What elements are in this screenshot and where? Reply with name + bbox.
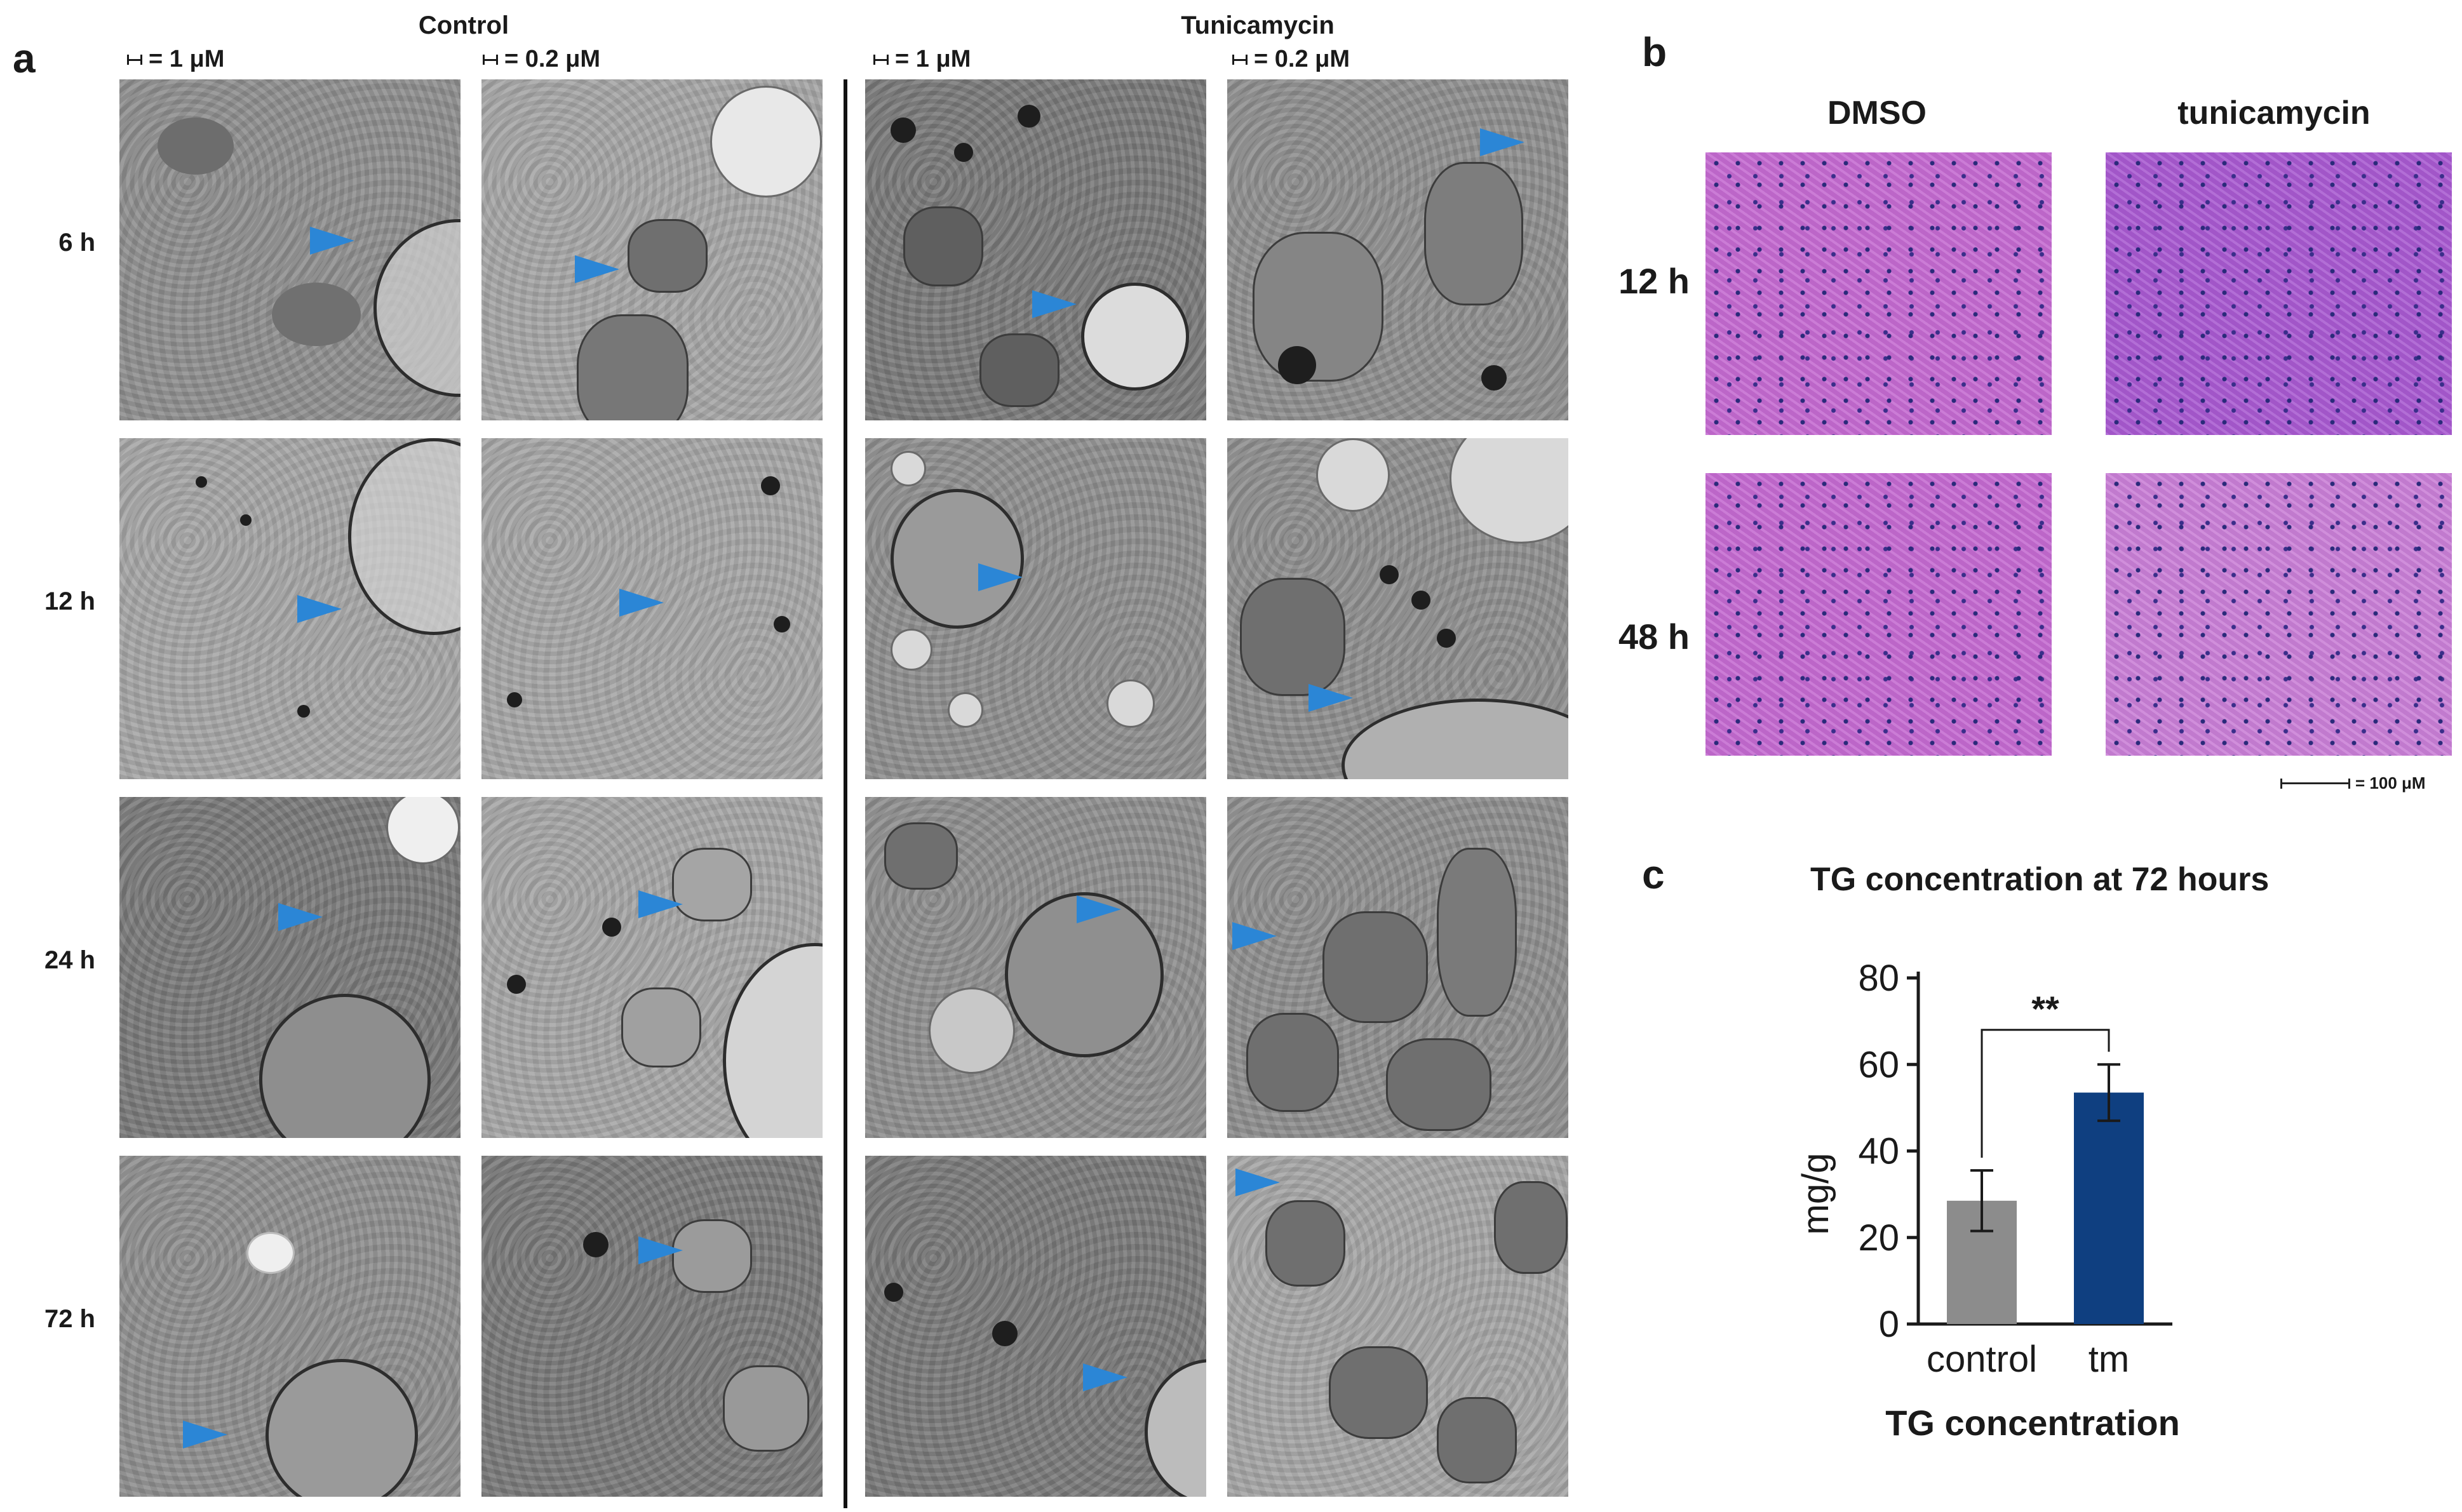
tunicamycin-group-title: Tunicamycin [1181,11,1335,39]
y-tick-label: 80 [1858,958,1899,999]
arrow-marker-icon [310,227,354,255]
scale-bar-icon [873,54,889,65]
scale-bar-icon [127,54,142,65]
em-tm-1um-24h [865,797,1206,1138]
arrow-marker-icon [619,589,664,617]
scale-bar-icon [2280,778,2350,789]
scale-note-1um-tm: = 1 μM [873,46,971,73]
arrow-marker-icon [575,255,619,283]
row-label-6h: 6 h [58,229,95,257]
scale-note-1um-control: = 1 μM [127,46,224,73]
row-label-12h: 12 h [44,587,95,615]
x-tick-label-tm: tm [2089,1339,2129,1380]
em-tm-1um-6h [865,79,1206,420]
arrow-marker-icon [1032,290,1077,318]
arrow-marker-icon [183,1421,227,1448]
panel-b-letter: b [1642,29,1667,75]
em-control-1um-6h [119,79,461,420]
row-label-b-48h: 48 h [1618,617,1690,657]
em-control-02um-72h [481,1156,823,1497]
y-axis-label: mg/g [1795,1153,1836,1235]
he-scale-note: = 100 μM [2280,773,2426,793]
group-divider [844,79,847,1508]
arrow-marker-icon [978,563,1023,591]
arrow-marker-icon [1235,1168,1280,1196]
control-group-title: Control [418,11,509,39]
x-axis-label: TG concentration [1885,1403,2180,1443]
arrow-marker-icon [1308,684,1353,712]
em-control-02um-12h [481,438,823,779]
row-label-72h: 72 h [44,1305,95,1333]
row-label-24h: 24 h [44,946,95,974]
panel-a-letter: a [13,36,36,81]
scale-bar-icon [483,54,498,65]
scale-note-02um-tm: = 0.2 μM [1232,46,1350,73]
em-tm-02um-72h [1227,1156,1568,1497]
he-tm-48h [2106,473,2452,756]
em-control-1um-24h [119,797,461,1138]
em-tm-02um-12h [1227,438,1568,779]
significance-label: ** [2031,989,2059,1029]
bar-tm [2074,1092,2144,1324]
col-label-dmso: DMSO [1827,95,1927,131]
he-dmso-48h [1705,473,2052,756]
arrow-marker-icon [1480,128,1524,156]
scale-bar-icon [1232,54,1248,65]
arrow-marker-icon [1083,1363,1127,1391]
arrow-marker-icon [638,1236,683,1264]
arrow-marker-icon [638,890,683,918]
col-label-tunicamycin: tunicamycin [2177,95,2371,131]
tg-bar-chart: mg/g 0 20 40 60 80 control tm ** TG concentra… [1795,958,2180,1443]
em-tm-1um-72h [865,1156,1206,1497]
panel-c-letter: c [1642,852,1665,897]
arrow-marker-icon [278,903,323,931]
arrow-marker-icon [297,595,342,623]
he-tm-12h [2106,152,2452,435]
chart-title: TG concentration at 72 hours [1810,861,2270,898]
he-dmso-12h [1705,152,2052,435]
row-label-b-12h: 12 h [1618,261,1690,301]
x-tick-label-control: control [1927,1339,2037,1380]
y-tick-label: 20 [1858,1217,1899,1259]
significance-bracket [1981,1029,2110,1158]
em-control-02um-24h [481,797,823,1138]
arrow-marker-icon [1077,895,1121,923]
arrow-marker-icon [1232,922,1277,950]
scale-note-02um-control: = 0.2 μM [483,46,600,73]
em-control-1um-12h [119,438,461,779]
em-control-02um-6h [481,79,823,420]
y-tick-label: 40 [1858,1131,1899,1172]
y-tick-label: 60 [1858,1044,1899,1085]
y-tick-label: 0 [1879,1304,1899,1345]
em-tm-1um-12h [865,438,1206,779]
em-tm-02um-24h [1227,797,1568,1138]
em-control-1um-72h [119,1156,461,1497]
